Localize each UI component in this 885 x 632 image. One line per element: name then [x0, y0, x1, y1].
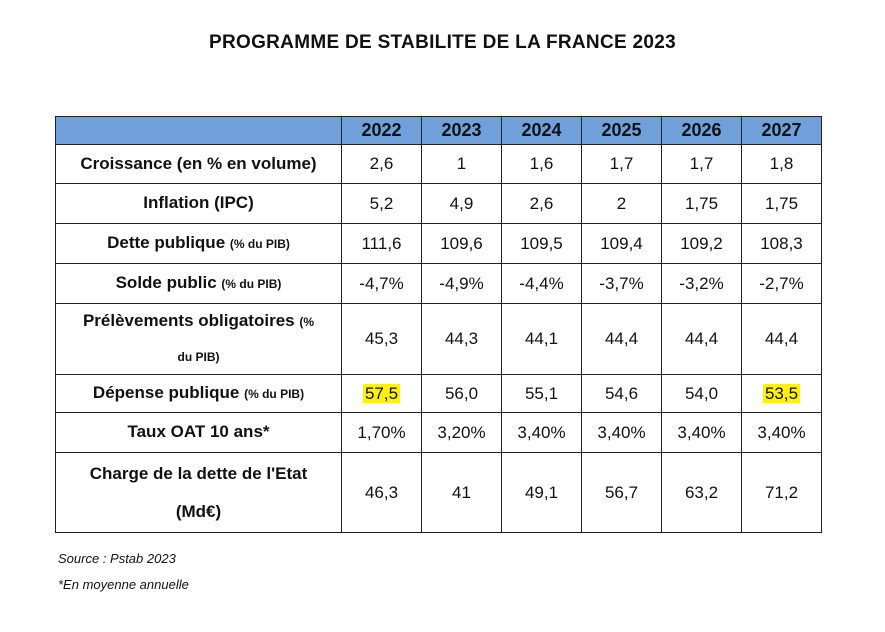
row-label: Charge de la dette de l'Etat (Md€) — [55, 452, 342, 533]
table-cell: 1 — [421, 144, 502, 184]
row-label-text: Taux OAT 10 ans* — [127, 422, 270, 442]
table-cell: 108,3 — [741, 223, 822, 264]
row-label-unit-cont: du PIB) — [177, 350, 220, 364]
row-label-text: Prélèvements obligatoires — [82, 311, 295, 330]
row-label: Solde public (% du PIB) — [55, 263, 342, 304]
table-cell: -4,4% — [501, 263, 582, 304]
row-label: Prélèvements obligatoires (% du PIB) — [55, 303, 342, 375]
table-cell: 3,40% — [581, 412, 662, 453]
table-row: Prélèvements obligatoires (% du PIB) 45,3… — [55, 303, 822, 375]
year-header: 2025 — [581, 116, 662, 145]
table-cell: 44,4 — [581, 303, 662, 375]
row-label-text: Dette publique — [107, 233, 226, 253]
year-header: 2023 — [421, 116, 502, 145]
table-row: Inflation (IPC) 5,2 4,9 2,6 2 1,75 1,75 — [55, 183, 822, 224]
row-label-text: Dépense publique — [92, 383, 240, 403]
table-row: Solde public (% du PIB) -4,7% -4,9% -4,4… — [55, 263, 822, 304]
table-cell: 3,40% — [501, 412, 582, 453]
table-cell: 2,6 — [501, 183, 582, 224]
table-cell: 49,1 — [501, 452, 582, 533]
table-cell: -2,7% — [741, 263, 822, 304]
row-label-unit: (% du PIB) — [244, 387, 305, 402]
table-cell: 111,6 — [341, 223, 422, 264]
table-cell: 57,5 — [341, 374, 422, 413]
table-cell: 3,40% — [661, 412, 742, 453]
header-corner — [55, 116, 342, 145]
page-title: PROGRAMME DE STABILITE DE LA FRANCE 2023 — [209, 32, 676, 53]
row-label: Taux OAT 10 ans* — [55, 412, 342, 453]
table-cell: 1,6 — [501, 144, 582, 184]
table-cell: 56,0 — [421, 374, 502, 413]
table-cell: 109,5 — [501, 223, 582, 264]
table-cell: 2 — [581, 183, 662, 224]
table-cell: 1,75 — [741, 183, 822, 224]
table-cell: 109,4 — [581, 223, 662, 264]
table-cell: 44,4 — [741, 303, 822, 375]
row-label-unit: (% du PIB) — [229, 237, 290, 252]
row-label-text: Inflation (IPC) — [143, 193, 254, 213]
table-row: Taux OAT 10 ans* 1,70% 3,20% 3,40% 3,40%… — [55, 412, 822, 453]
table-cell: -4,7% — [341, 263, 422, 304]
row-label-text: Solde public — [115, 273, 217, 293]
highlighted-value: 57,5 — [362, 383, 401, 403]
table-row: Croissance (en % en volume) 2,6 1 1,6 1,… — [55, 144, 822, 184]
year-header: 2022 — [341, 116, 422, 145]
row-label-text: Charge de la dette de l'Etat — [89, 463, 308, 483]
table-cell: 109,2 — [661, 223, 742, 264]
table-cell: -4,9% — [421, 263, 502, 304]
row-label-unit: (% — [299, 315, 315, 329]
year-header: 2024 — [501, 116, 582, 145]
row-label-unit: (% du PIB) — [221, 277, 282, 292]
table-cell: 3,40% — [741, 412, 822, 453]
table-cell: 45,3 — [341, 303, 422, 375]
table-cell: 53,5 — [741, 374, 822, 413]
footnote: *En moyenne annuelle — [58, 577, 189, 592]
row-label: Inflation (IPC) — [55, 183, 342, 224]
table-cell: 71,2 — [741, 452, 822, 533]
row-label: Croissance (en % en volume) — [55, 144, 342, 184]
row-label-text: Croissance (en % en volume) — [80, 153, 317, 173]
table-cell: -3,2% — [661, 263, 742, 304]
table-cell: 54,0 — [661, 374, 742, 413]
table-cell: 44,4 — [661, 303, 742, 375]
table-cell: 1,70% — [341, 412, 422, 453]
table-cell: 1,8 — [741, 144, 822, 184]
table-cell: 1,7 — [581, 144, 662, 184]
table-row: Dépense publique (% du PIB) 57,5 56,0 55… — [55, 374, 822, 413]
source-note: Source : Pstab 2023 — [58, 551, 176, 566]
table-cell: 41 — [421, 452, 502, 533]
table-cell: 109,6 — [421, 223, 502, 264]
row-label: Dépense publique (% du PIB) — [55, 374, 342, 413]
table-cell: 54,6 — [581, 374, 662, 413]
table-cell: 55,1 — [501, 374, 582, 413]
year-header: 2027 — [741, 116, 822, 145]
table-row: Charge de la dette de l'Etat (Md€) 46,3 4… — [55, 452, 822, 533]
table-cell: 44,1 — [501, 303, 582, 375]
header-row: 2022 2023 2024 2025 2026 2027 — [55, 116, 822, 145]
table-cell: 3,20% — [421, 412, 502, 453]
table-cell: 56,7 — [581, 452, 662, 533]
table-cell: 63,2 — [661, 452, 742, 533]
stability-table: 2022 2023 2024 2025 2026 2027 Croissance… — [55, 116, 822, 533]
highlighted-value: 53,5 — [762, 383, 801, 403]
table-cell: -3,7% — [581, 263, 662, 304]
table-cell: 2,6 — [341, 144, 422, 184]
table-row: Dette publique (% du PIB) 111,6 109,6 10… — [55, 223, 822, 264]
table-cell: 46,3 — [341, 452, 422, 533]
table-cell: 44,3 — [421, 303, 502, 375]
year-header: 2026 — [661, 116, 742, 145]
table-cell: 1,7 — [661, 144, 742, 184]
table-cell: 1,75 — [661, 183, 742, 224]
table-cell: 4,9 — [421, 183, 502, 224]
row-label: Dette publique (% du PIB) — [55, 223, 342, 264]
row-label-unit: (Md€) — [175, 501, 222, 521]
table-cell: 5,2 — [341, 183, 422, 224]
